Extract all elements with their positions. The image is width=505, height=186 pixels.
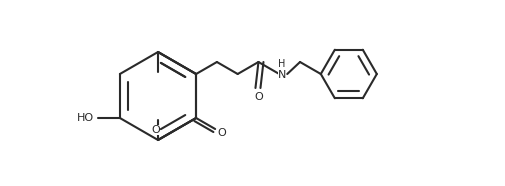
Text: H: H [278, 59, 285, 69]
Text: O: O [218, 128, 226, 138]
Text: HO: HO [77, 113, 94, 123]
Text: O: O [254, 92, 263, 102]
Text: N: N [278, 70, 286, 80]
Text: O: O [152, 125, 161, 135]
